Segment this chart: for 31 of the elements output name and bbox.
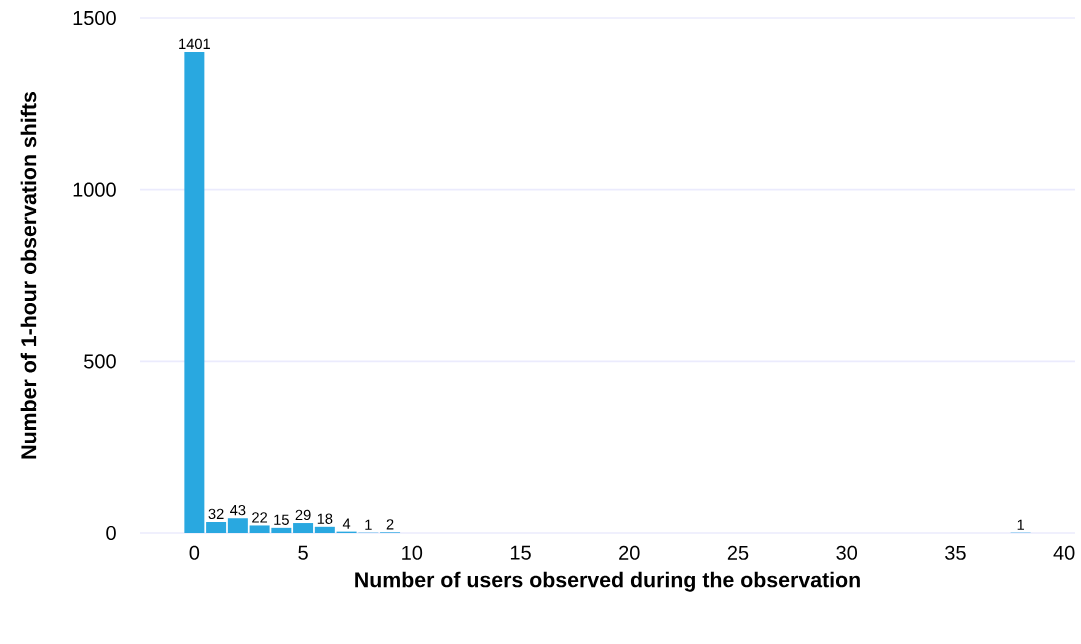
y-tick-label: 1000 — [73, 182, 116, 197]
data-label: 1401 — [179, 38, 210, 50]
x-tick-label: 15 — [510, 545, 531, 560]
data-label: 1 — [1017, 519, 1025, 530]
data-label: 32 — [208, 508, 224, 520]
data-label: 15 — [274, 514, 289, 525]
x-tick-label: 40 — [1053, 545, 1075, 560]
data-label: 22 — [252, 512, 268, 523]
y-axis-title: Number of 1-hour observation shifts — [20, 92, 37, 459]
x-tick-label: 0 — [189, 545, 200, 560]
x-tick-label: 5 — [298, 545, 308, 560]
bar — [314, 526, 335, 533]
bar — [293, 523, 314, 533]
x-tick-label: 10 — [402, 545, 423, 560]
data-label: 43 — [230, 504, 246, 516]
x-tick-label: 30 — [836, 545, 858, 560]
bar — [184, 51, 205, 533]
data-label: 18 — [317, 513, 333, 524]
y-tick-label: 500 — [84, 354, 116, 369]
bar — [227, 518, 248, 533]
data-label: 29 — [295, 509, 311, 521]
x-tick-label: 25 — [727, 545, 749, 560]
x-axis-title: Number of users observed during the observation — [355, 571, 860, 592]
x-tick-label: 35 — [945, 545, 966, 560]
data-label: 4 — [342, 518, 351, 529]
bar — [206, 522, 227, 533]
data-label: 2 — [386, 519, 394, 530]
y-tick-label: 1500 — [73, 10, 116, 26]
x-tick-label: 20 — [619, 545, 640, 560]
y-tick-label: 0 — [106, 525, 116, 541]
data-label: 1 — [365, 519, 372, 530]
